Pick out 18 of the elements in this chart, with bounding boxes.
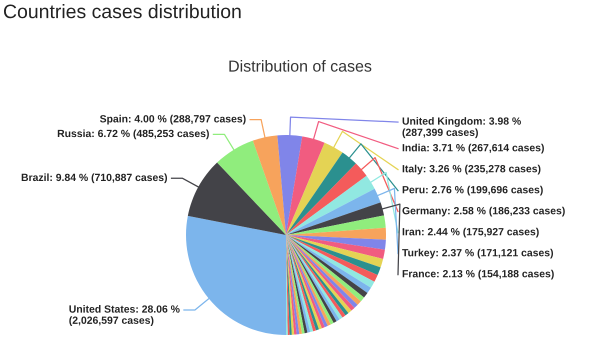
slice-label: United States: 28.06 % (2,026,597 cases): [69, 305, 180, 326]
pie-slice: [286, 215, 386, 235]
slice-label: Italy: 3.26 % (235,278 cases): [402, 164, 540, 174]
slice-label: Iran: 2.44 % (175,927 cases): [402, 228, 539, 238]
pie-slice: [286, 235, 294, 335]
slice-label: Spain: 4.00 % (288,797 cases): [100, 114, 246, 125]
slice-label: India: 3.71 % (267,614 cases): [402, 144, 544, 154]
pie-slice: [286, 235, 385, 259]
text: Countries cases distribution: [4, 4, 241, 18]
pie-slice: [286, 235, 297, 335]
slice-label: Brazil: 9.84 % (710,887 cases): [22, 173, 168, 184]
slice-label: Germany: 2.58 % (186,233 cases): [402, 206, 565, 216]
slice-label: United Kingdom: 3.98 % (287,399 cases): [402, 117, 521, 138]
slice-label: Russia: 6.72 % (485,253 cases): [58, 129, 209, 140]
slice-label: Turkey: 2.37 % (171,121 cases): [402, 248, 554, 258]
chart-title: Distribution of cases: [229, 60, 372, 72]
slice-label: France: 2.13 % (154,188 cases): [402, 270, 554, 280]
slice-label: Peru: 2.76 % (199,696 cases): [402, 186, 543, 196]
